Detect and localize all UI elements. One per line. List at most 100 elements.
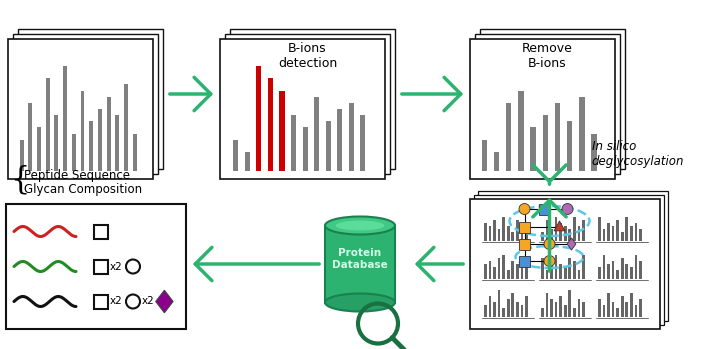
- Bar: [630, 226, 633, 241]
- Bar: [484, 305, 487, 317]
- Bar: [325, 121, 331, 171]
- Bar: [511, 293, 514, 317]
- Bar: [245, 152, 250, 171]
- Bar: [268, 78, 273, 171]
- Bar: [98, 109, 102, 171]
- Bar: [573, 217, 576, 241]
- Bar: [555, 302, 557, 317]
- Bar: [493, 267, 496, 279]
- Bar: [555, 217, 557, 241]
- Bar: [279, 90, 284, 171]
- Bar: [607, 264, 610, 279]
- Bar: [474, 195, 664, 325]
- Bar: [314, 97, 320, 171]
- Bar: [116, 115, 119, 171]
- Bar: [337, 109, 342, 171]
- Bar: [230, 29, 395, 169]
- Bar: [582, 255, 585, 279]
- Bar: [543, 115, 548, 171]
- Bar: [519, 238, 530, 250]
- Bar: [6, 204, 186, 329]
- Ellipse shape: [335, 221, 385, 230]
- Bar: [612, 226, 615, 241]
- Bar: [302, 127, 308, 171]
- Bar: [555, 255, 557, 279]
- Bar: [482, 140, 487, 171]
- Bar: [630, 293, 633, 317]
- Circle shape: [562, 203, 573, 215]
- Ellipse shape: [325, 216, 395, 235]
- Bar: [639, 299, 642, 317]
- Bar: [635, 255, 638, 279]
- Bar: [489, 226, 491, 241]
- Bar: [582, 220, 585, 241]
- Bar: [625, 302, 628, 317]
- Bar: [569, 290, 571, 317]
- Text: Glycan Composition: Glycan Composition: [24, 184, 142, 196]
- Bar: [484, 264, 487, 279]
- Bar: [503, 255, 505, 279]
- Bar: [256, 66, 261, 171]
- Bar: [349, 103, 354, 171]
- Bar: [507, 270, 510, 279]
- Bar: [541, 232, 544, 241]
- Bar: [480, 29, 625, 169]
- Bar: [28, 103, 32, 171]
- Bar: [46, 78, 50, 171]
- Bar: [546, 293, 549, 317]
- Bar: [539, 203, 550, 215]
- Text: Protein
Database: Protein Database: [332, 248, 388, 270]
- Bar: [498, 229, 500, 241]
- Bar: [573, 261, 576, 279]
- Bar: [569, 229, 571, 241]
- Bar: [598, 217, 601, 241]
- Bar: [94, 224, 108, 238]
- Bar: [525, 296, 528, 317]
- Bar: [325, 225, 395, 303]
- Bar: [37, 127, 41, 171]
- Bar: [577, 226, 580, 241]
- Bar: [525, 267, 528, 279]
- Bar: [8, 39, 153, 179]
- Bar: [598, 299, 601, 317]
- Bar: [607, 223, 610, 241]
- Bar: [577, 299, 580, 317]
- Bar: [550, 229, 553, 241]
- Bar: [55, 115, 58, 171]
- Bar: [291, 115, 296, 171]
- Bar: [494, 152, 499, 171]
- Bar: [573, 308, 576, 317]
- Bar: [484, 223, 487, 241]
- Text: In silico
deglycosylation: In silico deglycosylation: [592, 140, 684, 168]
- Bar: [519, 255, 530, 267]
- Bar: [541, 308, 544, 317]
- Bar: [498, 290, 500, 317]
- Bar: [124, 84, 128, 171]
- Circle shape: [544, 255, 555, 267]
- Bar: [89, 121, 93, 171]
- Bar: [625, 264, 628, 279]
- Bar: [550, 299, 553, 317]
- Bar: [635, 223, 638, 241]
- Bar: [106, 97, 111, 171]
- Circle shape: [544, 238, 555, 250]
- Bar: [475, 34, 620, 174]
- Bar: [225, 34, 390, 174]
- Bar: [521, 305, 523, 317]
- Bar: [525, 229, 528, 241]
- Bar: [635, 305, 638, 317]
- Bar: [493, 220, 496, 241]
- Bar: [630, 267, 633, 279]
- Bar: [511, 232, 514, 241]
- Bar: [493, 302, 496, 317]
- Bar: [550, 261, 553, 279]
- Bar: [519, 222, 530, 232]
- Bar: [559, 223, 562, 241]
- Bar: [602, 229, 605, 241]
- Bar: [607, 293, 610, 317]
- Bar: [470, 199, 660, 329]
- Bar: [511, 261, 514, 279]
- Polygon shape: [567, 238, 576, 250]
- Bar: [516, 264, 518, 279]
- Bar: [503, 308, 505, 317]
